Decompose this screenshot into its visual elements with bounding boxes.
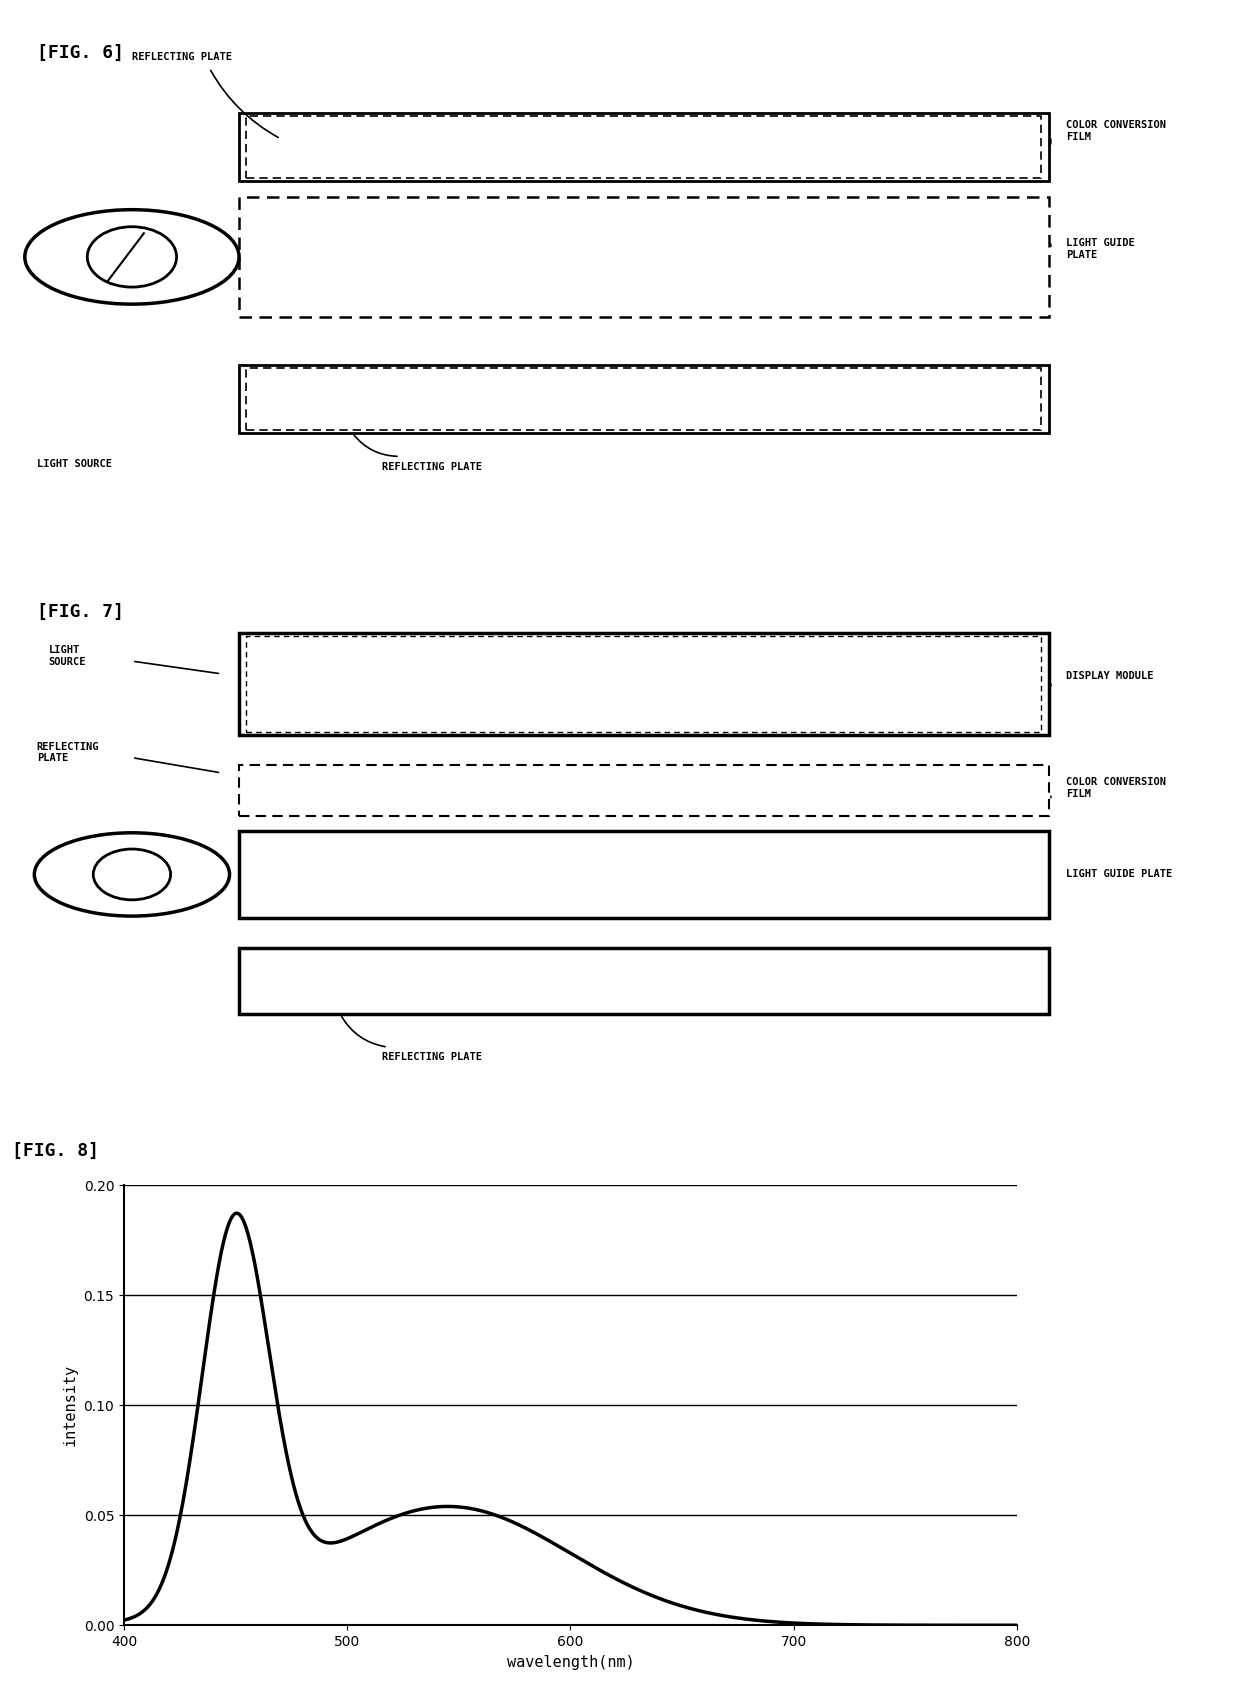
Bar <box>247 367 1042 430</box>
Text: DISPLAY MODULE: DISPLAY MODULE <box>1066 672 1154 681</box>
Text: REFLECTING PLATE: REFLECTING PLATE <box>131 52 232 63</box>
Text: REFLECTING PLATE: REFLECTING PLATE <box>382 462 482 472</box>
Text: LIGHT GUIDE PLATE: LIGHT GUIDE PLATE <box>1066 870 1173 879</box>
Bar <box>247 115 1042 178</box>
X-axis label: wavelength(nm): wavelength(nm) <box>506 1654 635 1669</box>
Text: [FIG. 8]: [FIG. 8] <box>12 1141 99 1160</box>
Text: COLOR CONVERSION
FILM: COLOR CONVERSION FILM <box>1066 777 1167 799</box>
Text: REFLECTING
PLATE: REFLECTING PLATE <box>37 742 99 764</box>
Bar <box>239 196 1049 317</box>
Text: COLOR CONVERSION
FILM: COLOR CONVERSION FILM <box>1066 120 1167 142</box>
Bar <box>239 113 1049 181</box>
Y-axis label: intensity: intensity <box>63 1365 78 1446</box>
Bar <box>239 831 1049 918</box>
Text: LIGHT
SOURCE: LIGHT SOURCE <box>48 645 86 667</box>
Bar <box>239 364 1049 433</box>
Bar <box>239 765 1049 816</box>
Bar <box>239 633 1049 735</box>
Circle shape <box>25 210 239 305</box>
Text: LIGHT GUIDE
PLATE: LIGHT GUIDE PLATE <box>1066 239 1135 259</box>
Bar <box>239 948 1049 1014</box>
Ellipse shape <box>93 850 171 901</box>
Bar <box>247 637 1042 731</box>
Text: LIGHT SOURCE: LIGHT SOURCE <box>37 459 112 469</box>
Ellipse shape <box>87 227 176 288</box>
Text: [FIG. 6]: [FIG. 6] <box>37 44 124 63</box>
Text: [FIG. 7]: [FIG. 7] <box>37 603 124 621</box>
Text: REFLECTING PLATE: REFLECTING PLATE <box>382 1053 482 1062</box>
Circle shape <box>35 833 229 916</box>
